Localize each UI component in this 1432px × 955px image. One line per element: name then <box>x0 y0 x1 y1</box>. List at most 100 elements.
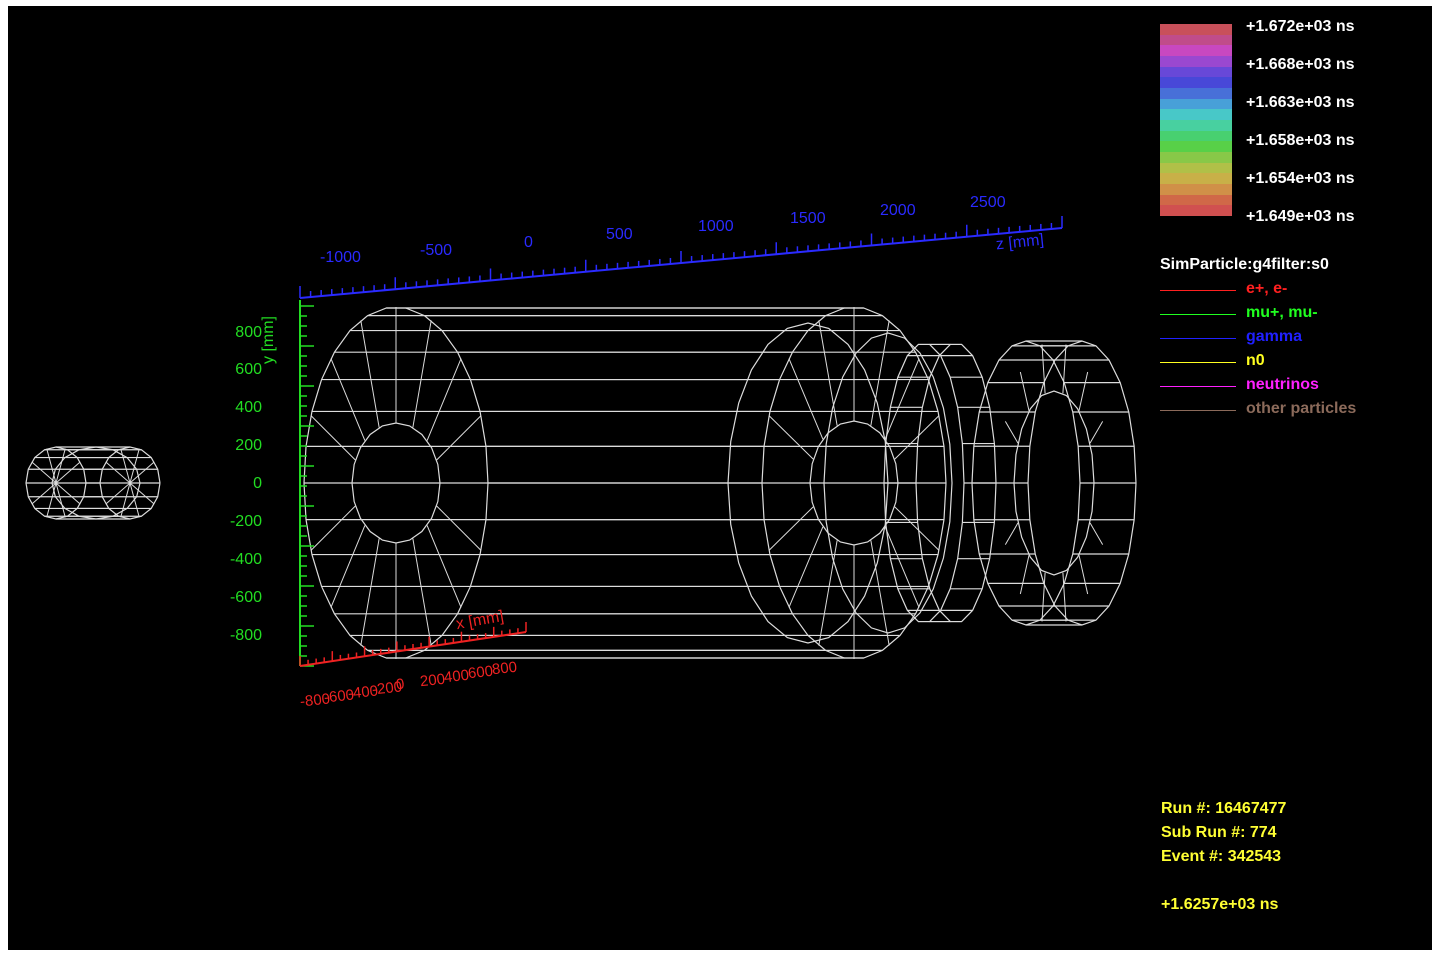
legend-label: n0 <box>1246 352 1265 369</box>
color-scale-band <box>1160 184 1232 196</box>
color-scale-band <box>1160 66 1232 78</box>
y-axis-tick-label: -400 <box>229 551 262 568</box>
y-axis-tick-label: -800 <box>229 627 262 644</box>
time-color-scale <box>1160 24 1232 217</box>
tracker-spoke <box>768 415 814 460</box>
legend-line-swatch <box>1160 362 1236 363</box>
legend-line-swatch <box>1160 290 1236 291</box>
end-spoke <box>1019 371 1030 412</box>
y-axis-tick-label: 800 <box>235 324 262 341</box>
target-spoke <box>31 482 57 505</box>
event-display-viewport[interactable]: +1.672e+03 ns +1.668e+03 ns +1.663e+03 ns +… <box>8 6 1432 950</box>
solenoid-front-spoke <box>360 538 380 646</box>
subrun-number: Sub Run #: 774 <box>1161 824 1277 841</box>
time-scale-label: +1.668e+03 ns <box>1246 56 1355 73</box>
end-spoke <box>1062 572 1067 622</box>
z-axis-tick-label: -500 <box>420 242 453 259</box>
legend-label: neutrinos <box>1246 376 1319 393</box>
target-spoke <box>46 482 57 518</box>
target-spoke <box>120 448 131 484</box>
target-spoke <box>31 461 57 484</box>
color-scale-band <box>1160 98 1232 110</box>
legend-item: other particles <box>1160 400 1400 420</box>
run-number: Run #: 16467477 <box>1161 800 1287 817</box>
target-spoke <box>46 448 57 484</box>
z-axis-tick-label: 2000 <box>880 202 916 219</box>
time-scale-label: +1.658e+03 ns <box>1246 132 1355 149</box>
color-scale-band <box>1160 56 1232 68</box>
color-scale-band <box>1160 77 1232 89</box>
tracker-spoke <box>884 526 920 608</box>
end-spoke <box>1019 554 1030 595</box>
solenoid-front-spoke <box>426 525 462 608</box>
color-scale-band <box>1160 88 1232 100</box>
tracker-spoke <box>894 415 940 460</box>
tracker-spoke <box>788 358 824 440</box>
y-axis-tick-label: -600 <box>229 589 262 606</box>
target-spoke <box>129 482 155 505</box>
color-scale-band <box>1160 45 1232 57</box>
y-axis-title: y [mm] <box>260 316 277 364</box>
y-axis-tick-label: 200 <box>235 437 262 454</box>
end-spoke <box>1089 522 1104 545</box>
solenoid-front-spoke <box>426 358 462 441</box>
legend-line-swatch <box>1160 410 1236 411</box>
legend-label: mu+, mu- <box>1246 304 1318 321</box>
end-section-ring-front <box>971 340 1081 626</box>
x-axis-tick-label: 200 <box>419 670 446 691</box>
tracker-spoke <box>870 320 890 426</box>
solenoid-front-spoke <box>412 538 432 646</box>
end-spoke <box>1004 421 1019 444</box>
color-scale-band <box>1160 34 1232 46</box>
z-axis-tick-label: 0 <box>524 234 533 251</box>
legend-item: mu+, mu- <box>1160 304 1400 324</box>
end-section-ring-back <box>1027 340 1137 626</box>
solenoid-front-spoke <box>436 505 482 551</box>
solenoid-front-spoke <box>436 415 482 461</box>
target-spoke <box>55 482 81 505</box>
time-scale-label: +1.649e+03 ns <box>1246 208 1355 225</box>
color-scale-band <box>1160 130 1232 142</box>
time-scale-label: +1.654e+03 ns <box>1246 170 1355 187</box>
tracker-spoke <box>870 540 890 646</box>
x-axis-tick-label: 800 <box>491 658 518 679</box>
color-scale-band <box>1160 120 1232 132</box>
legend-item: neutrinos <box>1160 376 1400 396</box>
solenoid-front-spoke <box>310 415 356 461</box>
end-spoke <box>1004 522 1019 545</box>
target-spoke <box>105 482 131 505</box>
legend-line-swatch <box>1160 386 1236 387</box>
x-axis-tick-label: 0 <box>395 675 406 694</box>
z-axis-tick-label: -1000 <box>320 249 361 266</box>
z-axis-tick-label: 500 <box>606 226 633 243</box>
tracker-spoke <box>818 320 838 426</box>
end-spoke <box>1041 344 1046 394</box>
y-axis-tick-label: 600 <box>235 361 262 378</box>
detector-wireframe-scene <box>25 216 1137 667</box>
end-spoke <box>1089 421 1104 444</box>
end-spoke <box>1078 554 1089 595</box>
color-scale-band <box>1160 109 1232 121</box>
legend-item: gamma <box>1160 328 1400 348</box>
solenoid-front-spoke <box>330 525 366 608</box>
color-scale-band <box>1160 205 1232 217</box>
legend-item: e+, e- <box>1160 280 1400 300</box>
target-spoke <box>120 482 131 518</box>
target-spoke <box>129 461 155 484</box>
tracker-spoke <box>884 358 920 440</box>
y-axis-tick-label: 400 <box>235 399 262 416</box>
event-number: Event #: 342543 <box>1161 848 1282 865</box>
legend-label: e+, e- <box>1246 280 1288 297</box>
end-spoke <box>1041 572 1046 622</box>
legend-label: other particles <box>1246 400 1357 417</box>
color-scale-band <box>1160 194 1232 206</box>
color-scale-band <box>1160 152 1232 164</box>
target-spoke <box>105 461 131 484</box>
tracker-spoke <box>818 540 838 646</box>
legend-title: SimParticle:g4filter:s0 <box>1160 256 1329 273</box>
legend-label: gamma <box>1246 328 1303 345</box>
y-axis-tick-label: -200 <box>229 513 262 530</box>
target-spoke <box>55 461 81 484</box>
solenoid-front-spoke <box>310 505 356 551</box>
solenoid-front-spoke <box>360 320 380 428</box>
